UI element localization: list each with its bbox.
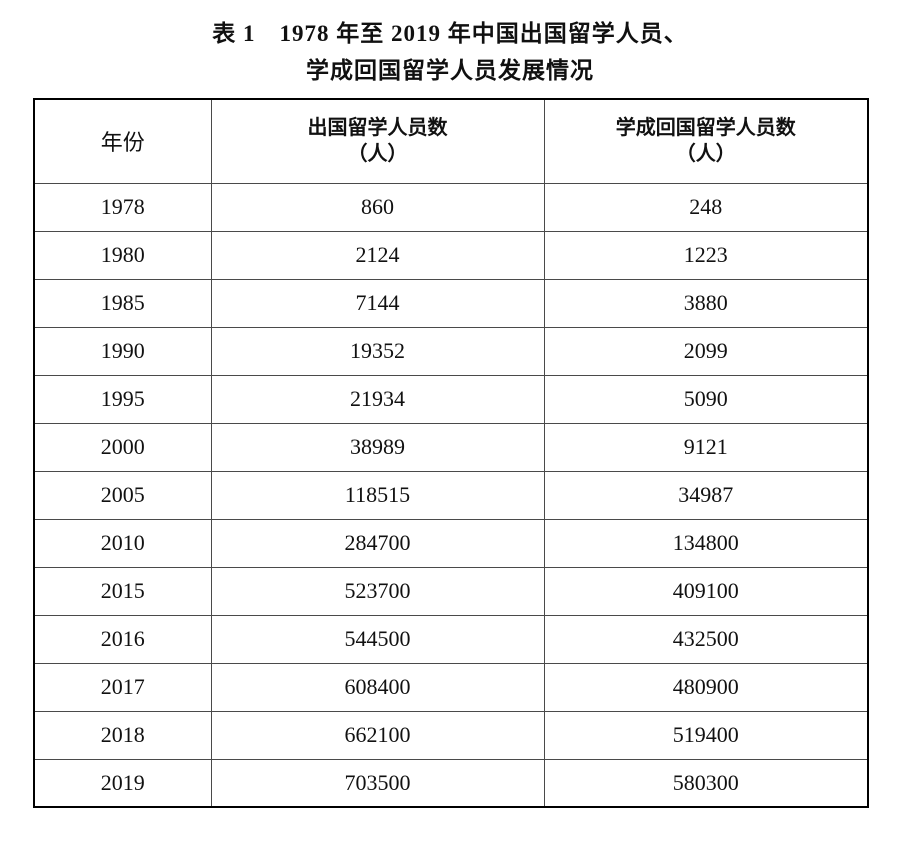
table-row: 2010 284700 134800 <box>33 518 869 568</box>
abroad-count-cell: 19352 <box>210 326 545 376</box>
table-caption-line2: 学成回国留学人员发展情况 <box>306 58 594 83</box>
year-cell: 2017 <box>33 662 212 712</box>
table-body: 1978 860 248 1980 2124 1223 1985 7144 38… <box>33 182 869 808</box>
returned-count-cell: 432500 <box>543 614 869 664</box>
header-returned-label: 学成回国留学人员数 <box>615 117 796 140</box>
table-row: 2017 608400 480900 <box>33 662 869 712</box>
returned-count-cell: 519400 <box>543 710 869 760</box>
returned-count-cell: 2099 <box>543 326 869 376</box>
header-returned: 学成回国留学人员数 （人） <box>543 98 869 184</box>
table-row: 1995 21934 5090 <box>33 374 869 424</box>
table-caption: 表 1 1978 年至 2019 年中国出国留学人员、 学成回国留学人员发展情况 <box>0 0 900 89</box>
table-row: 2005 118515 34987 <box>33 470 869 520</box>
header-row: 年份 出国留学人员数 （人） 学成回国留学人员数 （人） <box>33 98 869 184</box>
abroad-count-cell: 118515 <box>210 470 545 520</box>
table-row: 2016 544500 432500 <box>33 614 869 664</box>
year-cell: 2016 <box>33 614 212 664</box>
year-cell: 1985 <box>33 278 212 328</box>
year-cell: 2019 <box>33 758 212 808</box>
year-cell: 1978 <box>33 182 212 232</box>
returned-count-cell: 248 <box>543 182 869 232</box>
returned-count-cell: 9121 <box>543 422 869 472</box>
header-returned-unit: （人） <box>675 143 736 166</box>
header-year-label: 年份 <box>100 130 145 156</box>
table-row: 1990 19352 2099 <box>33 326 869 376</box>
abroad-count-cell: 38989 <box>210 422 545 472</box>
abroad-count-cell: 284700 <box>210 518 545 568</box>
returned-count-cell: 5090 <box>543 374 869 424</box>
study-abroad-table: 年份 出国留学人员数 （人） 学成回国留学人员数 （人） 1978 860 24… <box>33 98 869 808</box>
year-cell: 1995 <box>33 374 212 424</box>
returned-count-cell: 580300 <box>543 758 869 808</box>
abroad-count-cell: 21934 <box>210 374 545 424</box>
abroad-count-cell: 523700 <box>210 566 545 616</box>
year-cell: 1980 <box>33 230 212 280</box>
abroad-count-cell: 703500 <box>210 758 545 808</box>
table-row: 2015 523700 409100 <box>33 566 869 616</box>
header-abroad-unit: （人） <box>347 143 408 166</box>
table-row: 1978 860 248 <box>33 182 869 232</box>
year-cell: 1990 <box>33 326 212 376</box>
header-year: 年份 <box>33 98 212 184</box>
table-row: 1985 7144 3880 <box>33 278 869 328</box>
abroad-count-cell: 608400 <box>210 662 545 712</box>
year-cell: 2010 <box>33 518 212 568</box>
header-abroad-label: 出国留学人员数 <box>307 117 448 140</box>
table-caption-line1: 表 1 1978 年至 2019 年中国出国留学人员、 <box>212 21 688 46</box>
returned-count-cell: 1223 <box>543 230 869 280</box>
year-cell: 2015 <box>33 566 212 616</box>
returned-count-cell: 480900 <box>543 662 869 712</box>
header-abroad: 出国留学人员数 （人） <box>210 98 545 184</box>
abroad-count-cell: 860 <box>210 182 545 232</box>
abroad-count-cell: 662100 <box>210 710 545 760</box>
table-row: 2000 38989 9121 <box>33 422 869 472</box>
returned-count-cell: 34987 <box>543 470 869 520</box>
returned-count-cell: 134800 <box>543 518 869 568</box>
returned-count-cell: 3880 <box>543 278 869 328</box>
table-row: 2019 703500 580300 <box>33 758 869 808</box>
table-row: 1980 2124 1223 <box>33 230 869 280</box>
abroad-count-cell: 544500 <box>210 614 545 664</box>
abroad-count-cell: 2124 <box>210 230 545 280</box>
abroad-count-cell: 7144 <box>210 278 545 328</box>
year-cell: 2000 <box>33 422 212 472</box>
year-cell: 2018 <box>33 710 212 760</box>
year-cell: 2005 <box>33 470 212 520</box>
returned-count-cell: 409100 <box>543 566 869 616</box>
table-row: 2018 662100 519400 <box>33 710 869 760</box>
